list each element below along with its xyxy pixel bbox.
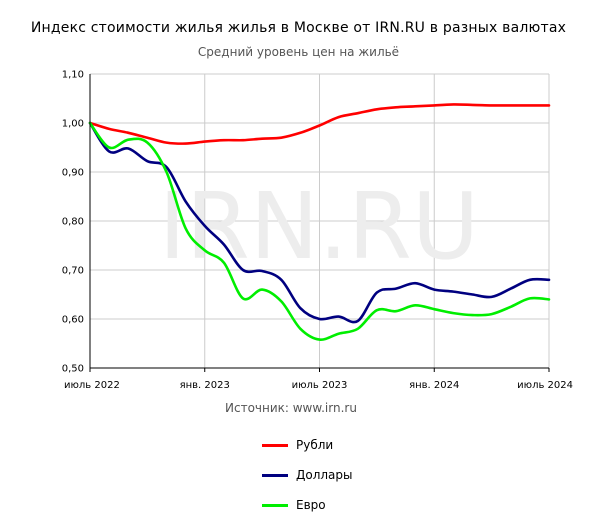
watermark: IRN.RU [159,173,479,280]
y-tick-label: 0,90 [62,168,84,179]
legend-swatch [262,503,288,507]
source-label: Источник: www.irn.ru [225,401,357,415]
chart: IRN.RU 0,50 0,60 0,70 0,80 0,90 1,00 1,10 июль … [62,70,573,392]
legend-swatch [262,473,288,477]
chart-series [88,103,551,341]
x-tick-label: июль 2022 [64,380,120,391]
y-tick-label: 0,80 [62,217,84,228]
y-tick-label: 0,60 [62,315,84,326]
chart-axes: 0,50 0,60 0,70 0,80 0,90 1,00 1,10 июль 2022 янв… [62,70,573,392]
x-tick-label: янв. 2023 [180,380,230,391]
chart-subtitle: Средний уровень цен на жильё [197,45,400,59]
series-line-usd [88,121,551,324]
series-line-eur [88,121,551,341]
y-tick-label: 0,70 [62,266,84,277]
legend-item: Доллары [262,460,353,490]
legend-label: Доллары [296,468,353,482]
chart-legend: Рубли Доллары Евро [262,430,353,520]
series-line-rub [88,103,551,145]
legend-label: Евро [296,498,326,512]
x-tick-label: янв. 2024 [409,380,459,391]
legend-item: Евро [262,490,353,520]
legend-swatch [262,443,288,447]
y-tick-label: 0,50 [62,364,84,375]
chart-title: Индекс стоимости жилья жилья в Москве от… [30,20,567,36]
y-tick-label: 1,10 [62,70,84,81]
y-tick-label: 1,00 [62,119,84,130]
legend-label: Рубли [296,438,334,452]
x-tick-label: июль 2023 [292,380,348,391]
legend-item: Рубли [262,430,353,460]
x-tick-label: июль 2024 [517,380,573,391]
